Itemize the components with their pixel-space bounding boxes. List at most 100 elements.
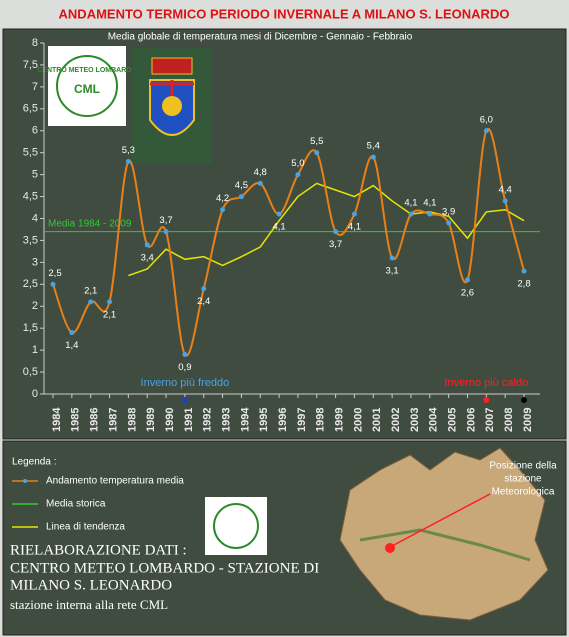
data-label: 3,7 [159,215,172,226]
x-tick-label: 1984 [51,407,63,432]
data-label: 3,9 [442,206,455,217]
data-point [201,286,207,292]
data-label: 3,4 [141,252,154,263]
y-tick-label: 1,5 [23,322,38,334]
x-tick-label: 1995 [258,408,270,432]
data-label: 1,4 [65,340,78,351]
legend-title: Legenda : [12,457,57,468]
footer-line: MILANO S. LEONARDO [10,577,172,593]
data-point [408,211,414,217]
data-point [107,299,113,305]
y-tick-label: 4,5 [23,190,38,202]
legend-label: Andamento temperatura media [46,476,184,487]
y-tick-label: 4 [32,212,38,224]
data-label: 4,5 [235,180,248,191]
data-point [314,150,320,156]
reference-label: Media 1984 - 2009 [48,218,132,229]
y-tick-label: 2,5 [23,278,38,290]
y-tick-label: 6 [32,125,38,137]
data-point [144,242,150,248]
logo-text: CENTRO METEO LOMBARDO [37,67,137,74]
y-tick-label: 8 [32,37,38,49]
data-label: 2,8 [517,279,530,290]
data-point [257,180,263,186]
data-label: 3,7 [329,239,342,250]
y-tick-label: 0,5 [23,366,38,378]
x-tick-label: 1994 [239,407,251,432]
data-point [333,229,339,235]
data-label: 4,1 [423,198,436,209]
coat-of-arms [132,48,212,163]
data-label: 0,9 [178,362,191,373]
data-label: 4,8 [254,167,267,178]
data-label: 4,1 [272,222,285,233]
data-label: 5,4 [367,141,380,152]
chart-title: ANDAMENTO TERMICO PERIODO INVERNALE A MI… [59,6,510,21]
y-tick-label: 1 [32,344,38,356]
footer-line: stazione interna alla rete CML [10,597,168,612]
y-tick-label: 3,5 [23,234,38,246]
annotation: Inverno più freddo [141,377,230,389]
year-marker [181,397,188,403]
footer-line: CENTRO METEO LOMBARDO - STAZIONE DI [10,560,319,576]
data-label: 2,4 [197,296,210,307]
x-tick-label: 1985 [70,408,82,432]
data-label: 5,5 [310,136,323,147]
data-point [163,229,169,235]
map [339,447,549,621]
x-tick-label: 2006 [465,408,477,432]
data-point [483,128,489,134]
x-tick-label: 1993 [220,408,232,432]
data-point [464,277,470,283]
data-point [370,154,376,160]
annotation: Inverno più caldo [444,377,528,389]
data-label: 2,1 [103,309,116,320]
x-tick-label: 2009 [522,408,534,432]
data-point [238,194,244,200]
data-point [427,211,433,217]
map-label: Meteorologica [492,487,555,498]
data-point [220,207,226,213]
x-tick-label: 1991 [183,408,195,432]
legend-label: Media storica [46,499,106,510]
data-label: 3,1 [386,266,399,277]
x-tick-label: 1998 [315,408,327,432]
y-tick-label: 7 [32,81,38,93]
data-point [50,281,56,287]
x-tick-label: 1999 [334,408,346,432]
year-marker [521,397,527,403]
logo-small [205,497,267,555]
data-point [295,172,301,178]
logo: CENTRO METEO LOMBARDO CML [37,46,137,126]
data-point [125,158,131,164]
data-label: 5,3 [122,145,135,156]
x-tick-label: 1987 [107,408,119,432]
data-point [276,211,282,217]
x-tick-label: 2001 [371,408,383,432]
x-tick-label: 1989 [145,408,157,432]
y-tick-label: 3 [32,256,38,268]
data-point [182,352,188,358]
y-tick-label: 5 [32,169,38,181]
y-tick-label: 6,5 [23,103,38,115]
y-tick-label: 5,5 [23,147,38,159]
data-label: 2,1 [84,285,97,296]
year-marker [483,397,490,403]
y-tick-label: 2 [32,300,38,312]
data-label: 4,1 [348,222,361,233]
x-tick-label: 2002 [390,408,402,432]
legend-marker [23,479,27,483]
data-label: 4,1 [404,198,417,209]
data-point [502,198,508,204]
data-point [446,220,452,226]
data-label: 6,0 [480,114,493,125]
y-tick-label: 0 [32,388,38,400]
x-tick-label: 2004 [428,407,440,432]
x-tick-label: 1988 [126,408,138,432]
map-label: stazione [504,474,542,485]
data-label: 5,0 [291,158,304,169]
x-tick-label: 1992 [202,408,214,432]
data-line [52,127,525,357]
